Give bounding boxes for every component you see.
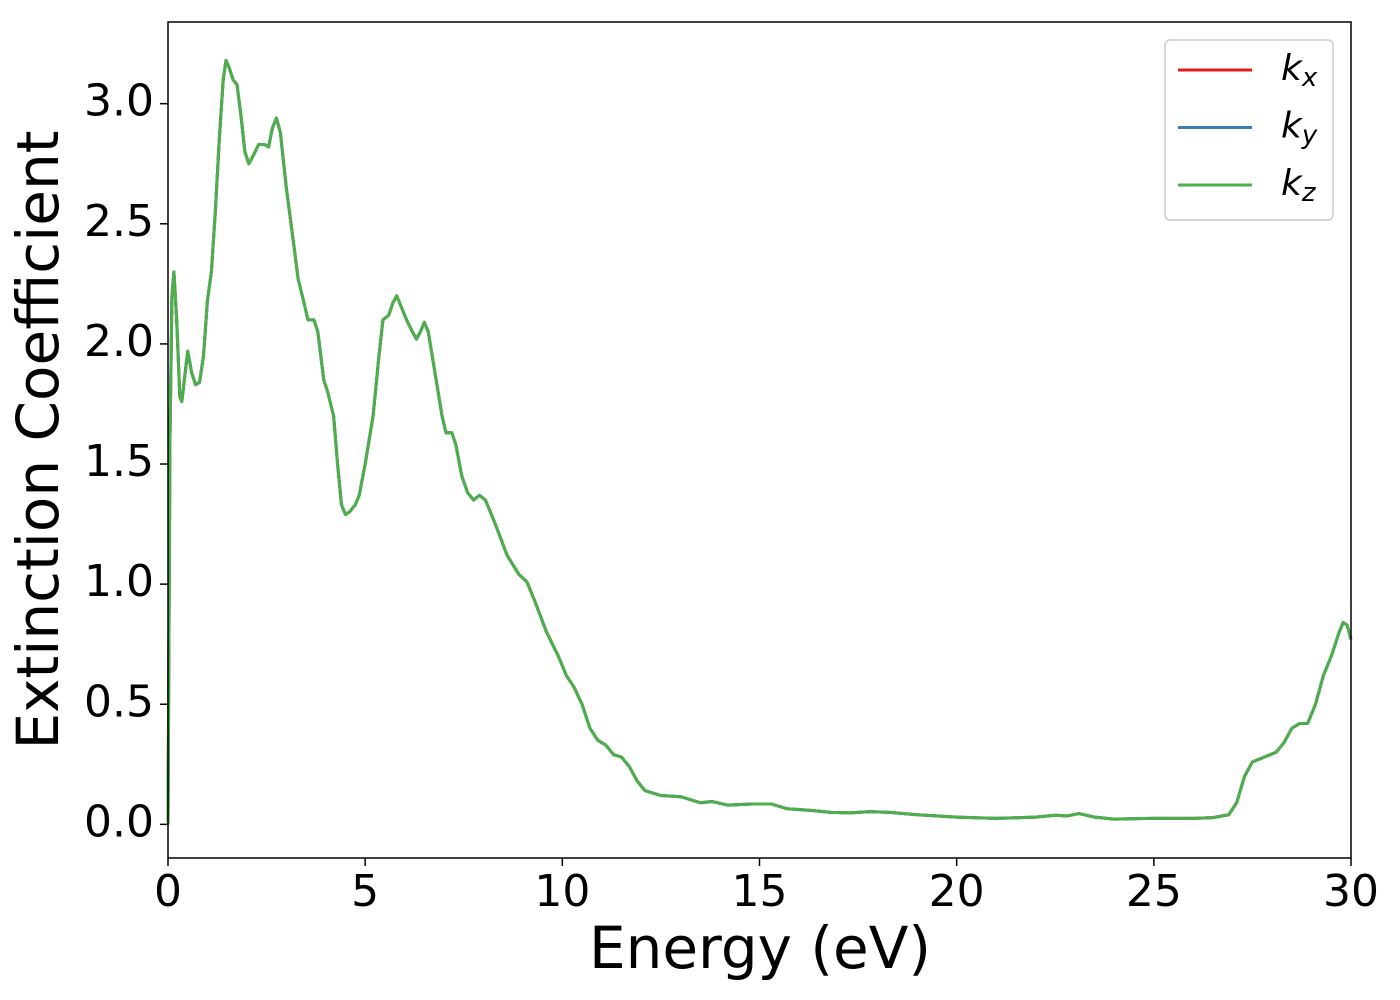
legend-label: kz	[1281, 163, 1317, 208]
x-axis-label: Energy (eV)	[589, 914, 931, 982]
x-tick-label: 25	[1126, 866, 1182, 917]
y-tick-label: 0.0	[84, 796, 154, 847]
plot-frame	[167, 21, 1352, 859]
x-tick-label: 5	[351, 866, 379, 917]
y-tick-label: 2.0	[84, 316, 154, 367]
legend-label: kx	[1281, 48, 1318, 93]
y-tick-label: 3.0	[84, 76, 154, 127]
x-tick-label: 0	[154, 866, 182, 917]
y-tick-label: 1.5	[84, 436, 154, 487]
y-axis-label: Extinction Coefficient	[4, 131, 72, 750]
legend-label: ky	[1281, 106, 1318, 151]
y-tick-label: 0.5	[84, 676, 154, 727]
series-line	[166, 58, 1353, 825]
x-tick-label: 20	[929, 866, 985, 917]
y-tick-label: 2.5	[84, 196, 154, 247]
x-tick-label: 10	[534, 866, 590, 917]
y-tick-label: 1.0	[84, 556, 154, 607]
x-tick-label: 15	[732, 866, 788, 917]
legend-box	[1164, 39, 1334, 221]
x-tick-label: 30	[1323, 866, 1379, 917]
